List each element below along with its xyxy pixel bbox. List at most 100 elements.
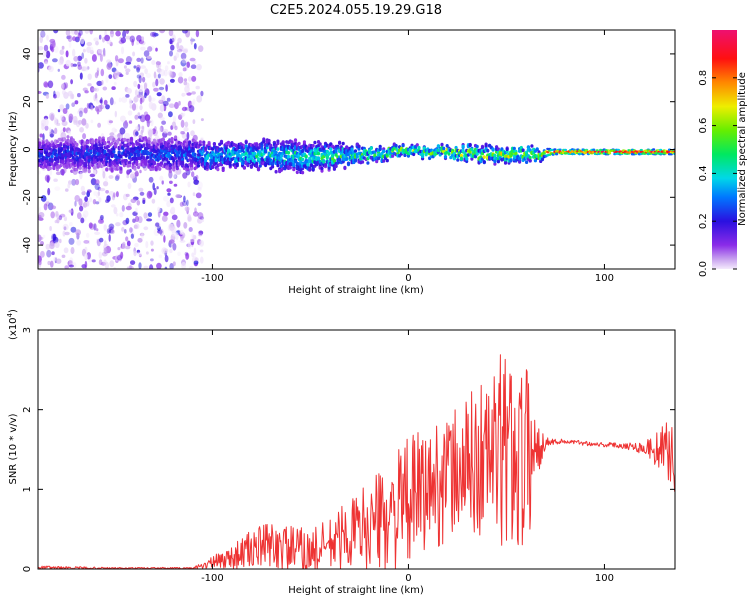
heatmap-cell — [98, 197, 102, 203]
heatmap-cell — [95, 201, 100, 205]
heatmap-cell — [382, 159, 386, 163]
heatmap-cell — [82, 201, 88, 208]
heatmap-cell — [113, 81, 117, 86]
heatmap-cell — [140, 57, 144, 64]
heatmap-cell — [69, 222, 73, 227]
heatmap-cell — [64, 163, 68, 168]
heatmap-cell — [42, 133, 45, 142]
heatmap-cell — [172, 243, 177, 251]
heatmap-cell — [79, 110, 83, 118]
heatmap-cell — [159, 30, 166, 34]
heatmap-cell — [84, 196, 88, 203]
heatmap-cell — [67, 130, 71, 136]
spectrogram-x-axis-label: Height of straight line (km) — [288, 285, 424, 296]
heatmap-cell — [161, 215, 168, 222]
heatmap-cell — [65, 30, 71, 36]
heatmap-cell — [144, 136, 148, 140]
heatmap-cell — [134, 114, 139, 120]
heatmap-cell — [158, 86, 165, 91]
snr-x-axis-label: Height of straight line (km) — [288, 585, 424, 596]
heatmap-cell — [184, 251, 189, 256]
heatmap-cell — [124, 119, 128, 126]
heatmap-cell — [108, 234, 111, 242]
heatmap-cell — [421, 152, 425, 156]
heatmap-cell — [61, 116, 66, 123]
snr-y-scale-label: (x104) — [6, 309, 19, 340]
heatmap-cell — [58, 215, 63, 221]
heatmap-cell — [134, 215, 140, 223]
heatmap-cell — [133, 153, 137, 157]
heatmap-cell — [55, 211, 59, 217]
heatmap-cell — [345, 157, 349, 161]
heatmap-cell — [55, 91, 61, 99]
heatmap-cell — [73, 56, 79, 62]
heatmap-cell — [196, 164, 201, 168]
heatmap-cell — [124, 153, 128, 157]
heatmap-cell — [48, 166, 52, 171]
heatmap-cell — [53, 90, 56, 97]
heatmap-cell — [454, 145, 458, 150]
heatmap-cell — [59, 49, 65, 55]
heatmap-cell — [102, 52, 106, 57]
heatmap-cell — [108, 74, 113, 79]
heatmap-cell — [558, 148, 562, 151]
heatmap-cell — [74, 195, 80, 202]
heatmap-cell — [132, 136, 137, 141]
heatmap-cell — [304, 154, 308, 158]
heatmap-cell — [192, 98, 196, 105]
heatmap-cell — [144, 114, 151, 122]
heatmap-cell — [197, 187, 202, 191]
heatmap-cell — [461, 144, 465, 149]
heatmap-cell — [97, 122, 101, 128]
heatmap-cell — [193, 43, 197, 50]
heatmap-cell — [108, 191, 115, 196]
heatmap-cell — [555, 153, 559, 156]
heatmap-cell — [182, 67, 187, 72]
heatmap-cell — [357, 147, 361, 151]
heatmap-cell — [403, 153, 407, 157]
heatmap-cell — [323, 163, 328, 167]
heatmap-cell — [553, 148, 557, 151]
heatmap-cell — [366, 161, 370, 165]
heatmap-cell — [143, 265, 149, 269]
x-tick-label: -100 — [201, 573, 224, 584]
heatmap-cell — [163, 211, 169, 217]
heatmap-cell — [166, 151, 171, 156]
heatmap-cell — [150, 248, 154, 252]
heatmap-cell — [96, 80, 103, 86]
heatmap-cell — [177, 37, 182, 44]
heatmap-cell — [125, 68, 131, 73]
heatmap-cell — [45, 93, 50, 99]
heatmap-cell — [465, 156, 469, 161]
heatmap-cell — [302, 140, 306, 144]
heatmap-cell — [153, 71, 157, 79]
heatmap-cell — [39, 149, 44, 153]
heatmap-cell — [46, 249, 52, 258]
heatmap-cell — [133, 80, 138, 87]
colorbar-tick-label: 0.4 — [698, 165, 709, 181]
heatmap-cell — [177, 251, 181, 256]
heatmap-cell — [57, 109, 61, 113]
heatmap-cell — [106, 228, 111, 234]
heatmap-cell — [79, 171, 83, 180]
heatmap-cell — [103, 224, 107, 231]
heatmap-cell — [179, 239, 186, 243]
heatmap-cell — [293, 138, 298, 142]
heatmap-cell — [126, 240, 131, 247]
heatmap-cell — [195, 30, 200, 38]
heatmap-cell — [158, 86, 164, 92]
heatmap-cell — [200, 90, 204, 97]
heatmap-cell — [101, 251, 108, 257]
heatmap-cell — [84, 57, 88, 64]
heatmap-cell — [87, 189, 92, 193]
heatmap-cell — [108, 175, 114, 179]
heatmap-cell — [38, 206, 41, 213]
heatmap-cell — [114, 255, 119, 262]
heatmap-cell — [78, 107, 85, 114]
heatmap-cell — [357, 144, 361, 149]
heatmap-cell — [38, 234, 42, 242]
colorbar-ticks: 0.0 0.2 0.4 0.6 0.8 — [698, 70, 737, 277]
heatmap-cell — [486, 148, 490, 153]
heatmap-cell — [241, 148, 245, 152]
heatmap-cell — [125, 236, 129, 242]
